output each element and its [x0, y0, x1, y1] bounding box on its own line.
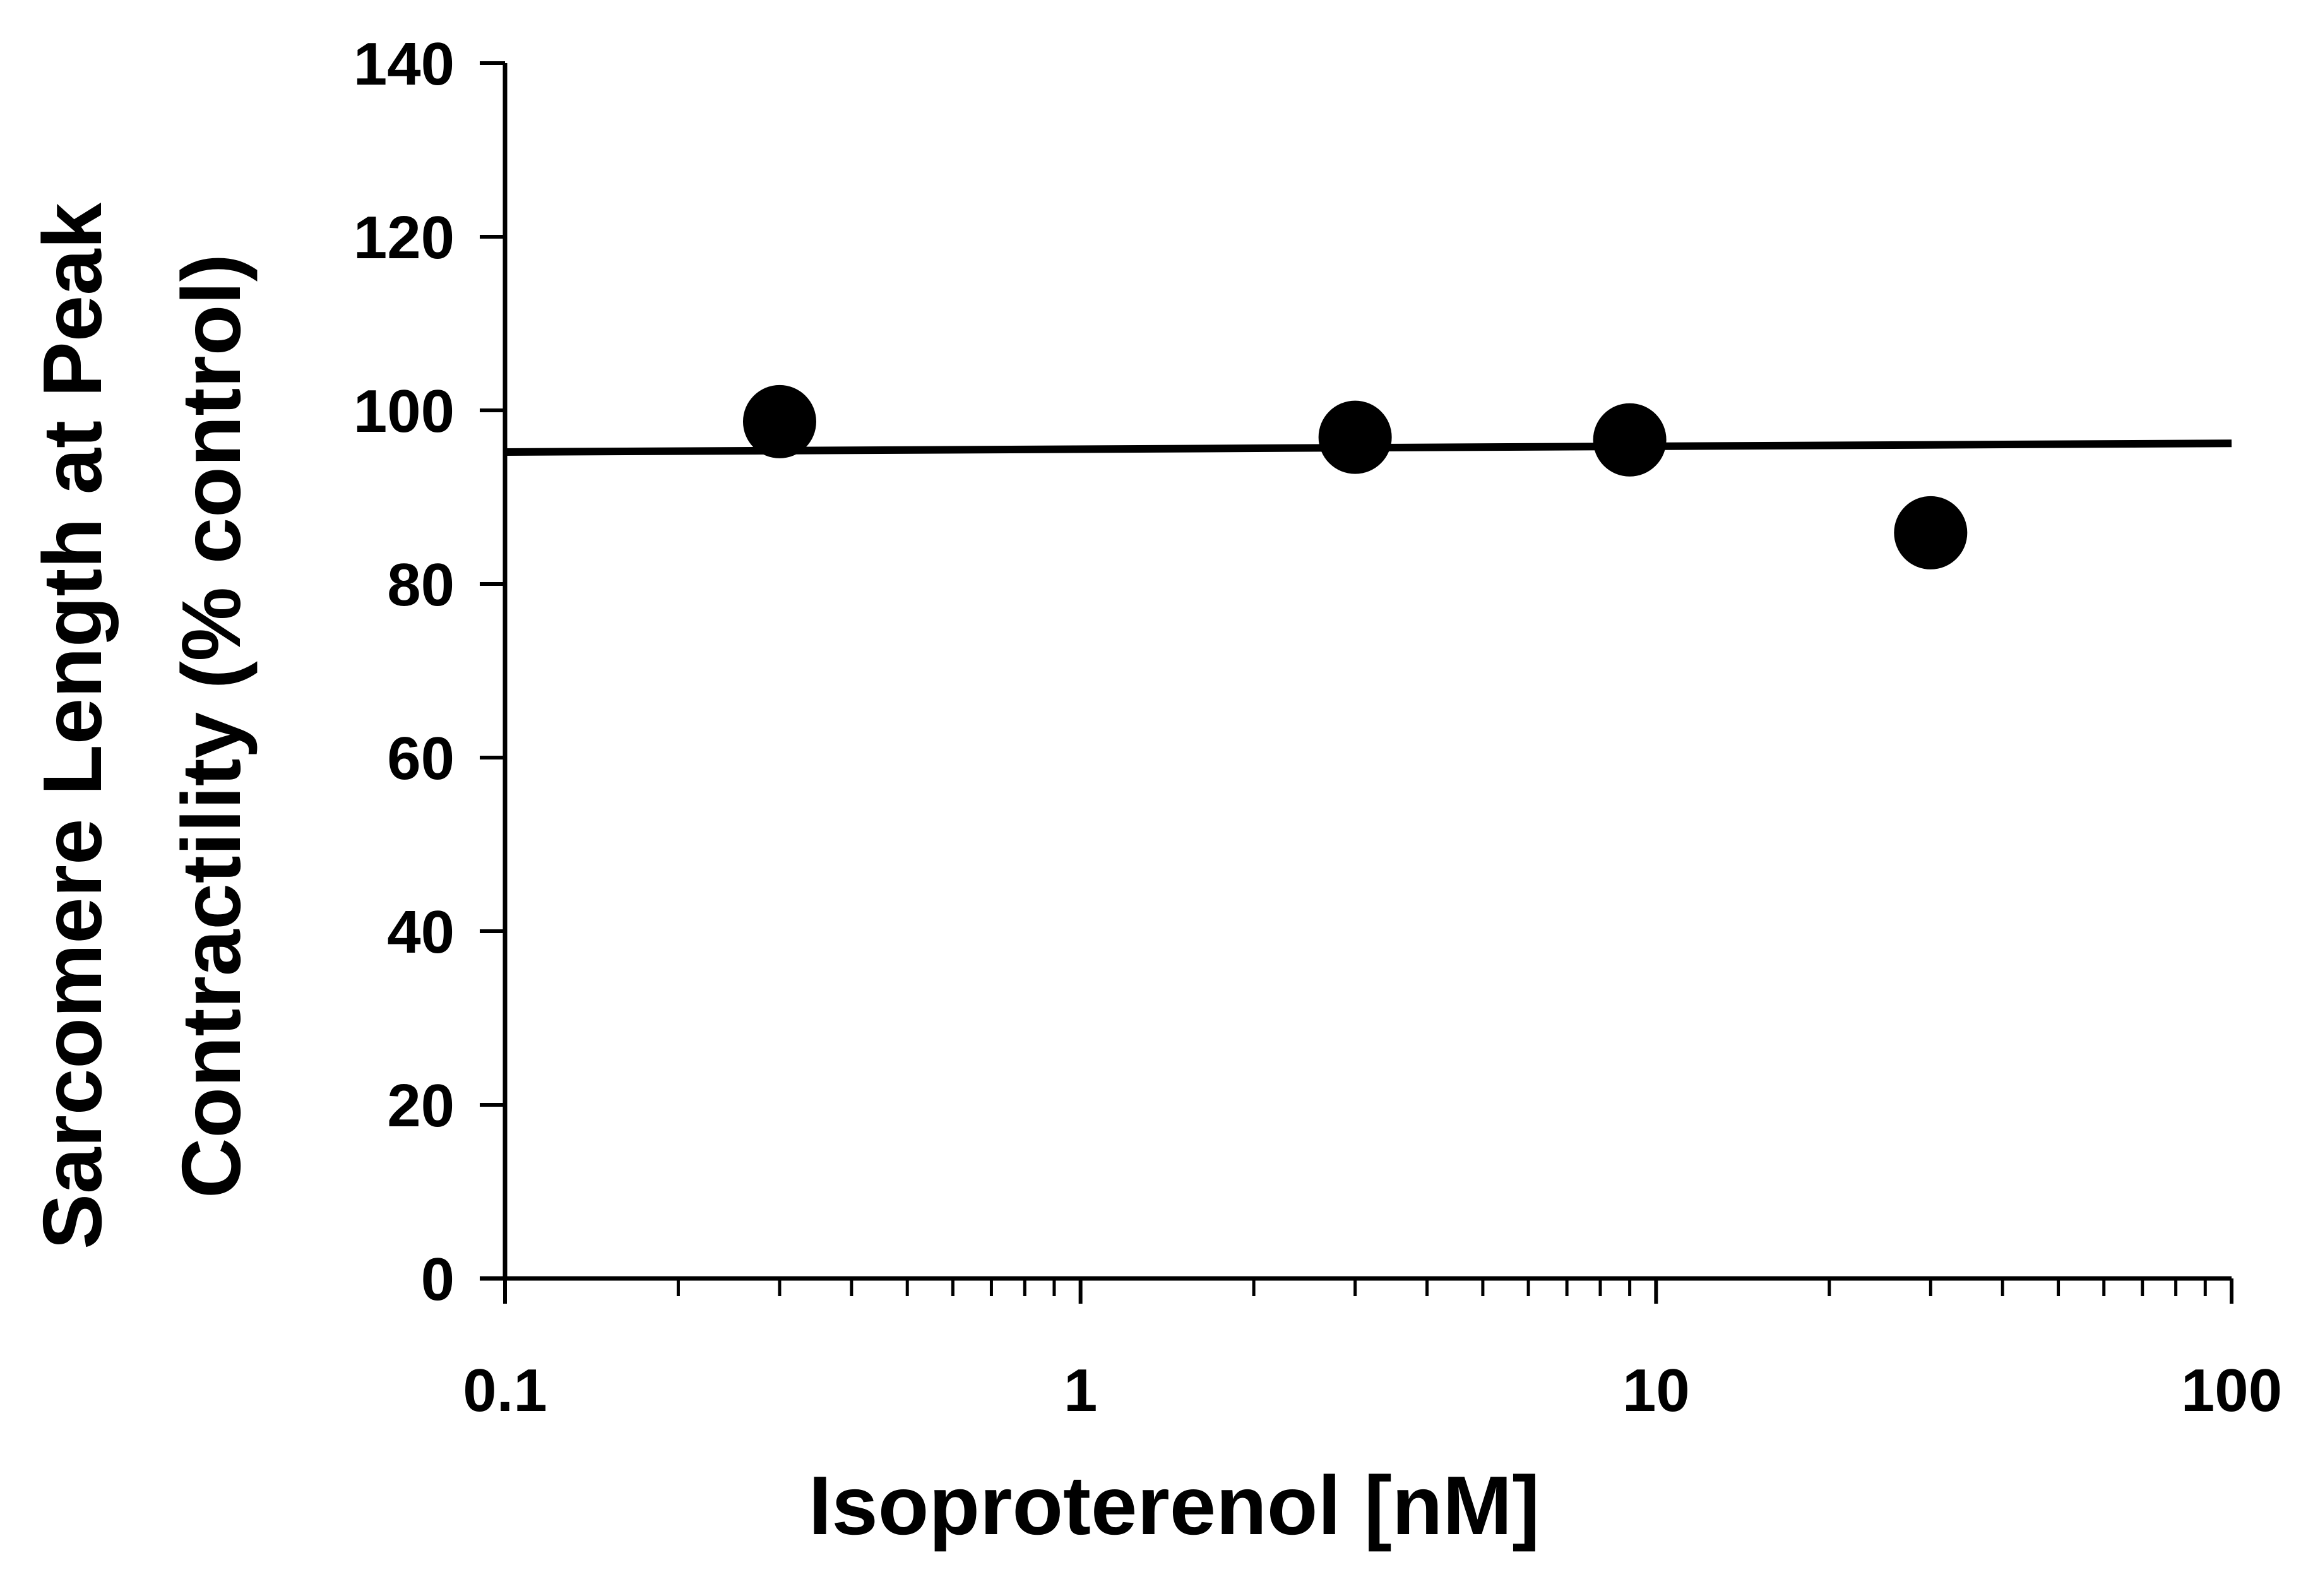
data-point-x-30: [1894, 496, 1968, 569]
y-axis-title-line-2: Contractility (% control): [165, 254, 258, 1198]
y-tick-label-20: 20: [387, 1072, 455, 1140]
data-point-x-0.3: [742, 384, 816, 458]
x-tick-label-100: 100: [2181, 1357, 2282, 1424]
y-axis-tick-labels: 0 20 40 60 80 100 120 140: [354, 30, 455, 1313]
data-points: [742, 384, 1968, 569]
x-axis-title: Isoproterenol [nM]: [809, 1459, 1540, 1552]
y-tick-label-40: 40: [387, 898, 455, 966]
x-tick-label-1: 1: [1064, 1357, 1097, 1424]
y-tick-label-120: 120: [354, 204, 455, 271]
x-tick-label-10: 10: [1622, 1357, 1690, 1424]
y-tick-label-100: 100: [354, 378, 455, 445]
y-axis-title-line-1: Sarcomere Length at Peak: [26, 202, 119, 1249]
y-tick-label-0: 0: [421, 1246, 455, 1313]
x-axis-tick-labels: 0.1 1 10 100: [463, 1357, 2282, 1424]
data-point-x-9: [1593, 403, 1667, 477]
x-tick-label-0.1: 0.1: [463, 1357, 547, 1424]
y-tick-label-60: 60: [387, 725, 455, 792]
y-tick-label-80: 80: [387, 551, 455, 619]
axis-major-ticks: [480, 61, 2233, 1304]
data-point-x-3: [1318, 400, 1392, 474]
x-axis-minor-ticks: [676, 1278, 2207, 1296]
y-tick-label-140: 140: [354, 30, 455, 98]
